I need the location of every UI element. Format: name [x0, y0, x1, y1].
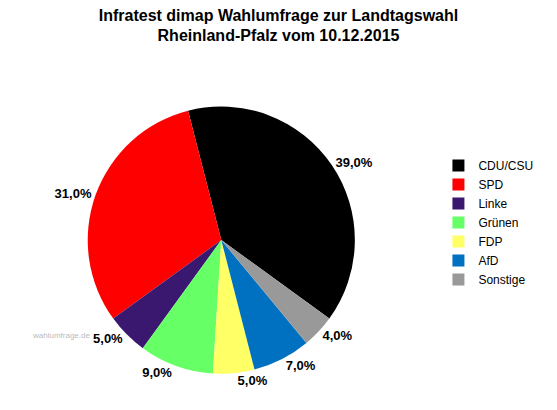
svg-text:39,0%: 39,0%	[336, 155, 373, 170]
svg-text:4,0%: 4,0%	[322, 328, 352, 343]
svg-text:SPD: SPD	[478, 178, 503, 192]
svg-text:wahlumfrage.de: wahlumfrage.de	[32, 331, 90, 340]
svg-text:9,0%: 9,0%	[142, 365, 172, 380]
svg-text:5,0%: 5,0%	[93, 331, 123, 346]
svg-text:Grünen: Grünen	[478, 216, 518, 230]
svg-text:CDU/CSU: CDU/CSU	[478, 159, 533, 173]
svg-text:Infratest dimap Wahlumfrage zu: Infratest dimap Wahlumfrage zur Landtags…	[99, 7, 458, 45]
svg-text:31,0%: 31,0%	[55, 186, 92, 201]
svg-text:7,0%: 7,0%	[286, 358, 316, 373]
svg-text:Sonstige: Sonstige	[478, 273, 525, 287]
svg-text:AfD: AfD	[478, 254, 498, 268]
svg-text:Linke: Linke	[478, 197, 507, 211]
svg-text:FDP: FDP	[478, 235, 502, 249]
svg-text:5,0%: 5,0%	[238, 373, 268, 388]
